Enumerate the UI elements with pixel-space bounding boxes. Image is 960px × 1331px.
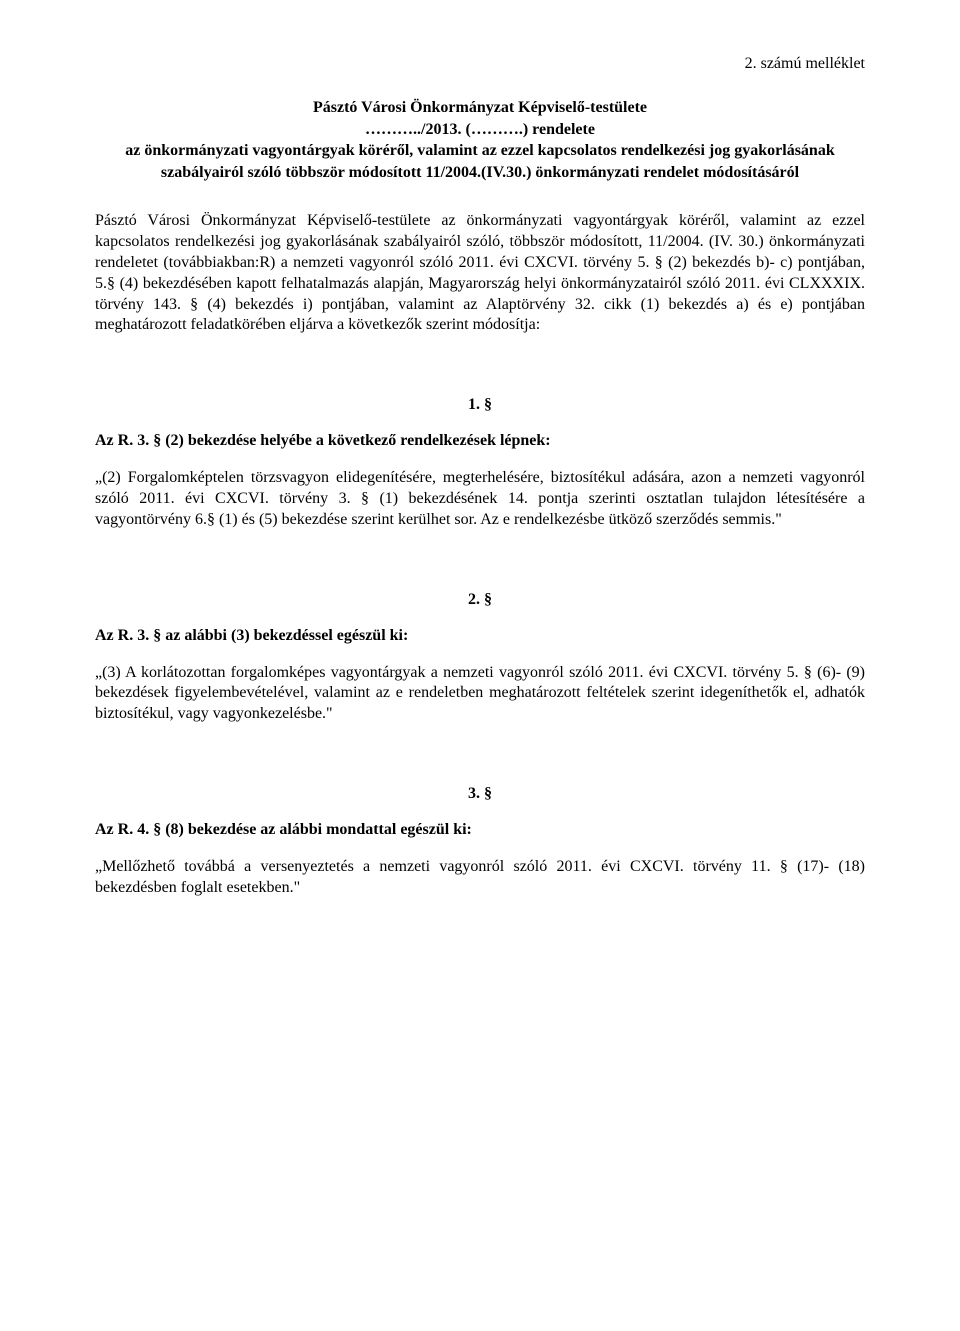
section-3-body: „Mellőzhető továbbá a versenyeztetés a n…	[95, 857, 865, 899]
section-1-number: 1. §	[95, 396, 865, 414]
title-line-3: az önkormányzati vagyontárgyak köréről, …	[95, 140, 865, 183]
document-title: Pásztó Városi Önkormányzat Képviselő-tes…	[95, 97, 865, 183]
preamble-text: Pásztó Városi Önkormányzat Képviselő-tes…	[95, 211, 865, 336]
section-1-body: „(2) Forgalomképtelen törzsvagyon elideg…	[95, 468, 865, 530]
section-1-heading: Az R. 3. § (2) bekezdése helyébe a követ…	[95, 432, 865, 450]
section-2-number: 2. §	[95, 591, 865, 609]
annex-label: 2. számú melléklet	[95, 55, 865, 73]
section-3-number: 3. §	[95, 785, 865, 803]
section-3-heading: Az R. 4. § (8) bekezdése az alábbi monda…	[95, 821, 865, 839]
title-line-2: ………../2013. (……….) rendelete	[95, 119, 865, 141]
section-2-heading: Az R. 3. § az alábbi (3) bekezdéssel egé…	[95, 627, 865, 645]
title-line-1: Pásztó Városi Önkormányzat Képviselő-tes…	[95, 97, 865, 119]
section-2-body: „(3) A korlátozottan forgalomképes vagyo…	[95, 663, 865, 725]
